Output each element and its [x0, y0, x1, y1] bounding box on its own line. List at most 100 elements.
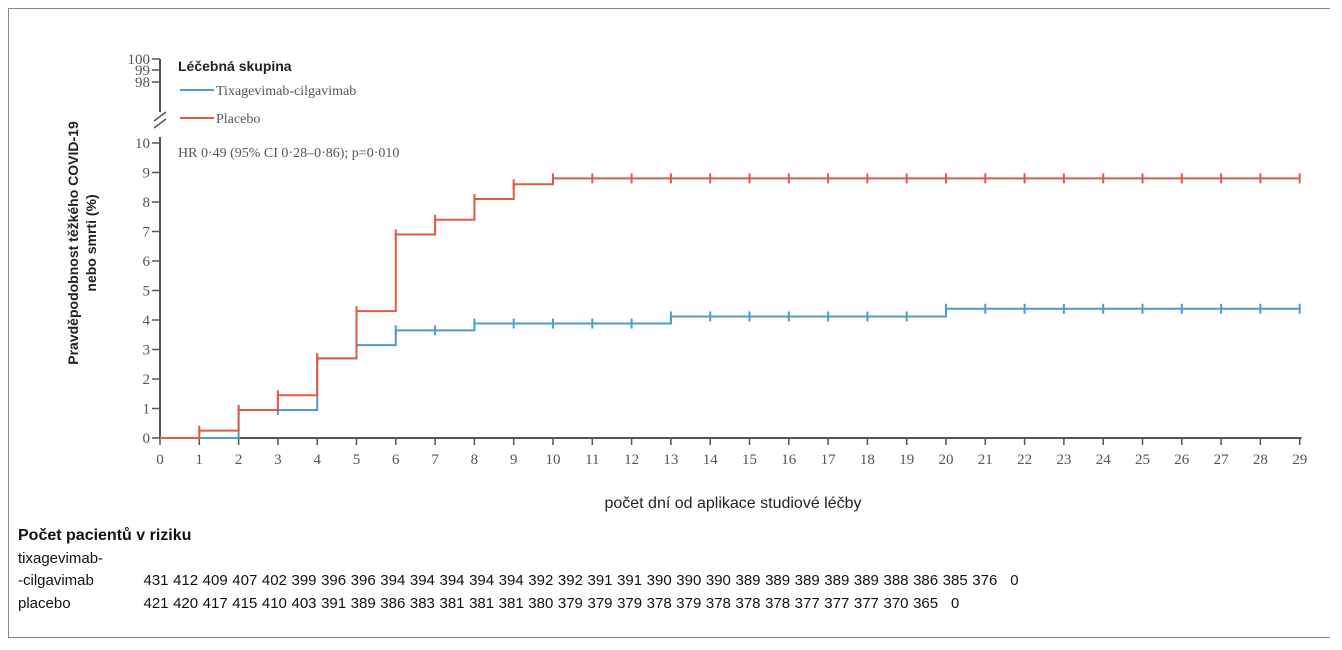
- x-tick-label: 1: [196, 452, 204, 468]
- y-tick-label: 8: [143, 195, 151, 211]
- risk-cell: 379: [587, 595, 613, 612]
- risk-cell: 396: [321, 572, 347, 589]
- risk-cell: 403: [291, 595, 317, 612]
- x-tick-label: 23: [1056, 452, 1071, 468]
- risk-cell: 394: [498, 572, 524, 589]
- y-axis-label-line-1: Pravděpodobnost těžkého COVID-19: [65, 121, 81, 365]
- risk-cell: 378: [765, 595, 791, 612]
- risk-row-label: -cilgavimab: [18, 572, 94, 589]
- risk-cell: 383: [409, 595, 435, 612]
- x-tick-label: 26: [1174, 452, 1190, 468]
- risk-cell: 409: [202, 572, 228, 589]
- risk-cell: 390: [676, 572, 702, 589]
- y-axis-label-line-2: nebo smrti (%): [83, 194, 99, 291]
- risk-cell: 412: [173, 572, 199, 589]
- x-tick-label: 19: [899, 452, 914, 468]
- y-tick-label: 1: [143, 402, 151, 418]
- x-tick-label: 6: [392, 452, 400, 468]
- y-tick-label: 3: [143, 343, 151, 359]
- y-tick-label: 9: [143, 166, 151, 182]
- risk-cell: 391: [617, 572, 643, 589]
- risk-cell: 391: [587, 572, 613, 589]
- x-tick-label: 15: [742, 452, 757, 468]
- risk-cell: 377: [853, 595, 879, 612]
- risk-cell: 379: [557, 595, 583, 612]
- x-tick-label: 9: [510, 452, 518, 468]
- legend-title: Léčebná skupina: [178, 58, 292, 74]
- y-axis-break-mark: [153, 111, 167, 122]
- risk-cell: 389: [735, 572, 761, 589]
- y-axis-break-mark: [153, 118, 167, 129]
- x-tick-label: 22: [1017, 452, 1032, 468]
- risk-cell: 394: [439, 572, 465, 589]
- x-tick-label: 16: [781, 452, 797, 468]
- x-tick-label: 8: [471, 452, 479, 468]
- y-tick-label: 4: [143, 313, 151, 329]
- risk-cell: 402: [261, 572, 287, 589]
- risk-cell: 389: [824, 572, 850, 589]
- x-tick-label: 17: [821, 452, 837, 468]
- risk-cell: 381: [469, 595, 495, 612]
- risk-cell: 378: [735, 595, 761, 612]
- risk-cell: 389: [765, 572, 791, 589]
- risk-cell: 389: [794, 572, 820, 589]
- risk-cell: 385: [942, 572, 968, 589]
- risk-cell: 0: [951, 595, 960, 612]
- risk-cell: 379: [676, 595, 702, 612]
- risk-cell: 381: [439, 595, 465, 612]
- risk-row-tixagevimab: tixagevimab- -cilgavimab 431 412 409 407 402 39…: [18, 550, 1328, 594]
- x-tick-label: 10: [546, 452, 561, 468]
- y-tick-label: 0: [143, 431, 151, 447]
- x-tick-label: 0: [156, 452, 164, 468]
- risk-cell: 381: [498, 595, 524, 612]
- x-tick-label: 2: [235, 452, 243, 468]
- risk-cell: 420: [173, 595, 199, 612]
- risk-cell: 417: [202, 595, 228, 612]
- y-tick-label: 10: [135, 136, 150, 152]
- x-axis-label: počet dní od aplikace studiové léčby: [604, 495, 861, 512]
- x-tick-label: 18: [860, 452, 875, 468]
- risk-cell: 415: [232, 595, 258, 612]
- risk-cell: 390: [646, 572, 672, 589]
- risk-cell: 378: [646, 595, 672, 612]
- risk-table-title: Počet pacientů v riziku: [18, 527, 192, 544]
- y-tick-label: 7: [143, 225, 151, 241]
- x-tick-label: 12: [624, 452, 639, 468]
- risk-cell: 394: [380, 572, 406, 589]
- risk-cell: 394: [409, 572, 435, 589]
- risk-cell: 392: [528, 572, 554, 589]
- x-tick-label: 21: [978, 452, 993, 468]
- x-tick-label: 7: [431, 452, 439, 468]
- risk-cell: 431: [143, 572, 169, 589]
- series-line-tixagevimab-cilgavimab: [160, 307, 1300, 439]
- x-tick-label: 3: [274, 452, 282, 468]
- risk-row-label: placebo: [18, 595, 71, 612]
- x-tick-label: 24: [1096, 452, 1112, 468]
- risk-cell: 399: [291, 572, 317, 589]
- risk-cell: 421: [143, 595, 169, 612]
- x-tick-label: 13: [663, 452, 678, 468]
- legend-label-tixagevimab: Tixagevimab-cilgavimab: [216, 84, 356, 99]
- chart-legend: Léčebná skupina Tixagevimab-cilgavimab P…: [178, 58, 399, 161]
- y-tick-label: 6: [143, 254, 151, 270]
- y-tick-label: 98: [135, 75, 150, 91]
- y-tick-label: 5: [143, 284, 151, 300]
- risk-cell: 407: [232, 572, 258, 589]
- risk-cell: 377: [824, 595, 850, 612]
- y-tick-label: 99: [135, 63, 150, 79]
- risk-cell: 376: [972, 572, 998, 589]
- x-tick-label: 25: [1135, 452, 1150, 468]
- risk-cell: 388: [883, 572, 909, 589]
- risk-cell: 389: [853, 572, 879, 589]
- risk-cell: 389: [350, 595, 376, 612]
- series-line-placebo: [160, 177, 1300, 439]
- risk-cell: 390: [705, 572, 731, 589]
- risk-cell: 379: [617, 595, 643, 612]
- x-tick-label: 20: [939, 452, 954, 468]
- legend-label-placebo: Placebo: [216, 112, 260, 127]
- risk-cell: 386: [913, 572, 939, 589]
- x-tick-label: 4: [313, 452, 321, 468]
- risk-row-label: tixagevimab-: [18, 550, 104, 567]
- x-tick-label: 5: [353, 452, 361, 468]
- risk-cell: 377: [794, 595, 820, 612]
